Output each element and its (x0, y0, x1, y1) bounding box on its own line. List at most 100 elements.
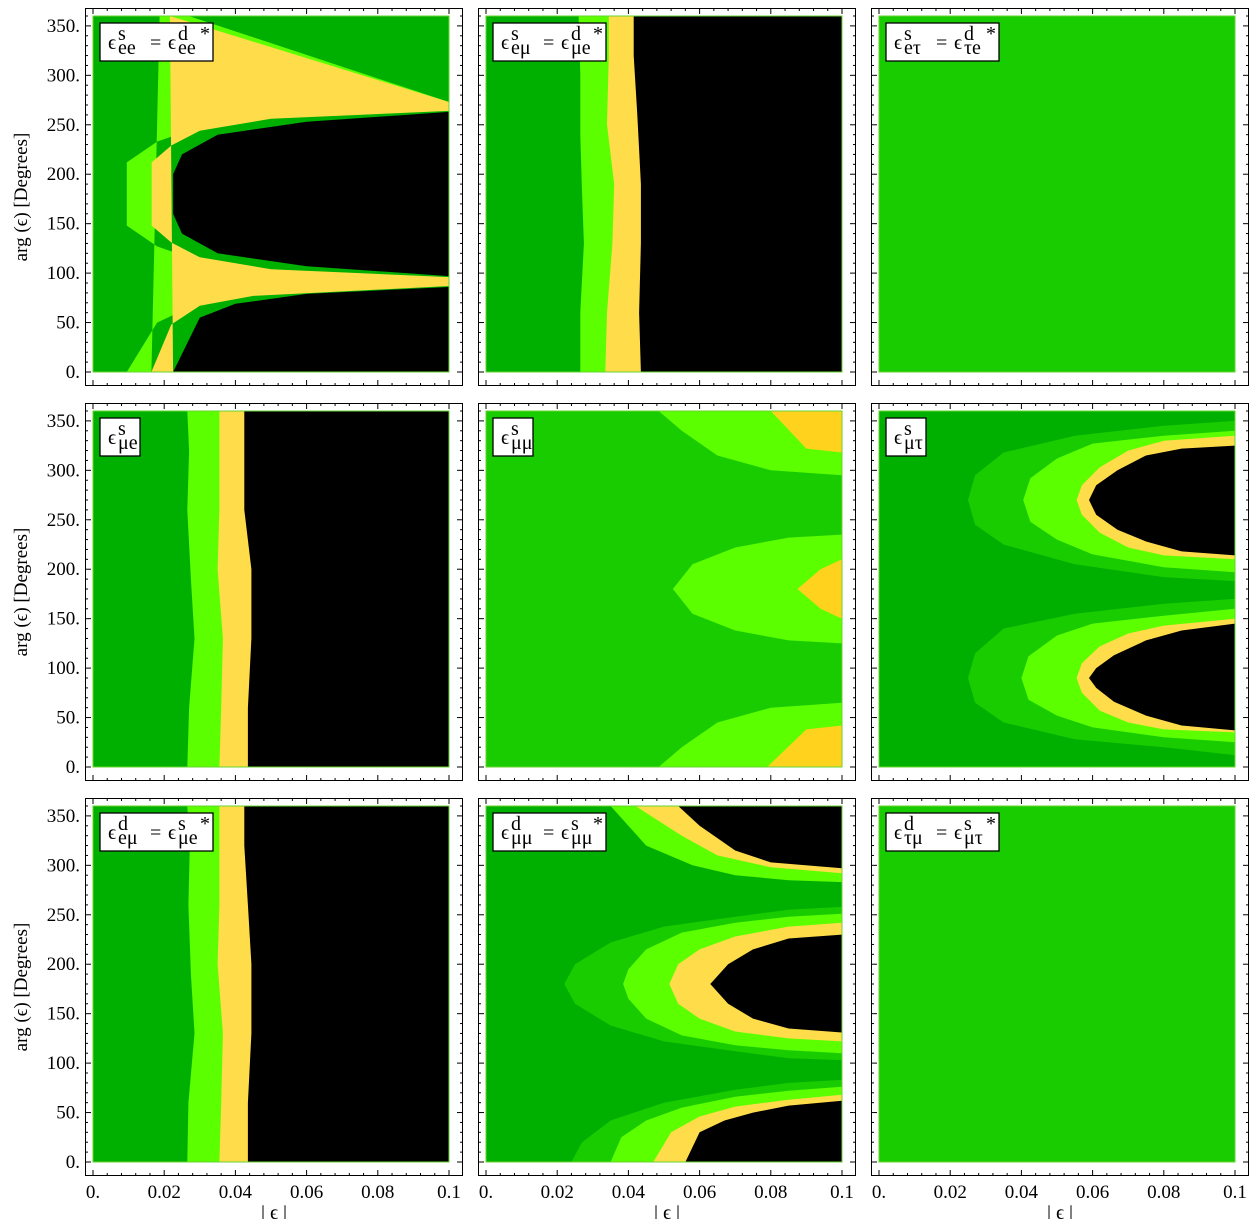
x-tick-label: 0.02 (148, 1182, 181, 1203)
y-tick-label: 350. (47, 806, 80, 827)
epsilon-symbol: ϵ (108, 32, 116, 54)
y-axis-label: arg (ϵ) [Degrees] (11, 133, 32, 262)
label-superscript: d (511, 813, 521, 835)
x-tick-label: 0.1 (830, 1182, 854, 1203)
conjugate-star: * (200, 23, 210, 45)
x-tick-label: 0.06 (683, 1182, 716, 1203)
panel-mumu_d: 0. 0.02 0.04 0.06 0.08 0.1| ϵ |ϵ dμμ = ϵ sμμ* (478, 798, 856, 1219)
equals-sign: = (150, 32, 161, 54)
y-tick-label: 250. (47, 510, 80, 531)
x-tick-label: 0.08 (1147, 1182, 1180, 1203)
label-superscript: s (511, 23, 519, 45)
epsilon-symbol: ϵ (168, 822, 176, 844)
equals-sign: = (543, 822, 554, 844)
plot-border (485, 15, 843, 373)
panel-frame (478, 8, 856, 386)
axis-ticks (85, 403, 463, 781)
contour-region-orange (767, 725, 842, 767)
label-subscript: eτ (904, 37, 921, 59)
contour-region-orange (797, 559, 842, 619)
y-tick-label: 0. (66, 362, 80, 383)
plot-border (485, 805, 843, 1163)
axis-ticks (85, 798, 463, 1176)
axis-ticks (871, 8, 1249, 386)
contour-region-light (672, 534, 842, 644)
x-tick-label: 0.08 (361, 1182, 394, 1203)
y-tick-label: 350. (47, 411, 80, 432)
label-subscript: eμ (511, 37, 531, 59)
y-axis-label: arg (ϵ) [Degrees] (11, 528, 32, 657)
y-tick-label: 150. (47, 609, 80, 630)
panel-label-box: ϵ sμμ (492, 417, 534, 457)
epsilon-symbol: ϵ (501, 32, 509, 54)
panel-ee: 0. 50. 100. 150. 200. 250. 300. 350. arg (ϵ) [De… (11, 8, 463, 386)
panel-label-box: ϵ sμe (99, 417, 141, 457)
plot-border (878, 410, 1236, 768)
panel-emu: ϵ seμ = ϵ dμe* (478, 8, 856, 386)
plot-border (878, 15, 1236, 373)
x-tick-label: 0. (86, 1182, 100, 1203)
axis-ticks (478, 798, 856, 1176)
contour-region-white (1089, 623, 1235, 731)
panel-frame (478, 403, 856, 781)
epsilon-symbol: ϵ (168, 32, 176, 54)
epsilon-symbol: ϵ (894, 427, 902, 449)
y-tick-label: 100. (47, 1053, 80, 1074)
x-tick-label: 0.08 (754, 1182, 787, 1203)
panel-etau: ϵ seτ = ϵ dτe* (871, 8, 1249, 386)
conjugate-star: * (986, 813, 996, 835)
globes-watermark: GLoBES (392, 353, 439, 367)
plot-border (92, 805, 450, 1163)
contour-region-white (633, 16, 842, 372)
panel-mutau: ϵ sμτ (871, 403, 1249, 781)
epsilon-symbol: ϵ (108, 822, 116, 844)
plot-border (485, 410, 843, 768)
y-tick-label: 100. (47, 263, 80, 284)
x-tick-label: 0.02 (934, 1182, 967, 1203)
contour-region-white (1089, 445, 1235, 556)
panel-label-box: ϵ seτ = ϵ dτe* (885, 22, 1000, 62)
y-tick-label: 350. (47, 16, 80, 37)
label-subscript: μe (178, 827, 198, 849)
equals-sign: = (543, 32, 554, 54)
label-subscript: μμ (571, 827, 592, 849)
contour-region-white (685, 934, 842, 1162)
epsilon-symbol: ϵ (501, 427, 509, 449)
panel-frame (871, 8, 1249, 386)
epsilon-symbol: ϵ (561, 822, 569, 844)
x-tick-label: 0.04 (219, 1182, 253, 1203)
label-superscript: s (178, 813, 186, 835)
contour-region-orange (770, 411, 842, 453)
epsilon-symbol: ϵ (954, 822, 962, 844)
y-tick-label: 200. (47, 954, 80, 975)
y-tick-label: 300. (47, 855, 80, 876)
label-subscript: μτ (904, 432, 923, 454)
axis-ticks (871, 403, 1249, 781)
label-subscript: μe (571, 37, 591, 59)
y-tick-label: 300. (47, 460, 80, 481)
plot-border (878, 805, 1236, 1163)
panel-label-box: ϵ dτμ = ϵ sμτ* (885, 812, 1000, 852)
y-tick-label: 150. (47, 1004, 80, 1025)
panel-frame (85, 403, 463, 781)
plot-border (92, 410, 450, 768)
y-tick-label: 250. (47, 905, 80, 926)
panel-label-box: ϵ deμ = ϵ sμe* (99, 812, 214, 852)
axis-ticks (871, 798, 1249, 1176)
x-tick-label: 0.04 (612, 1182, 646, 1203)
epsilon-symbol: ϵ (894, 32, 902, 54)
panel-frame (871, 403, 1249, 781)
panel-frame (85, 8, 463, 386)
x-tick-label: 0.06 (1076, 1182, 1109, 1203)
panel-emu_d: 0. 50. 100. 150. 200. 250. 300. 350. arg (ϵ) [De… (11, 798, 463, 1219)
axis-ticks (478, 8, 856, 386)
conjugate-star: * (593, 813, 603, 835)
contour-region-yellow (151, 16, 449, 372)
y-tick-label: 250. (47, 115, 80, 136)
epsilon-symbol: ϵ (894, 822, 902, 844)
label-superscript: d (571, 23, 581, 45)
panel-label-box: ϵ see = ϵ dee* (99, 22, 214, 62)
x-tick-label: 0.06 (290, 1182, 323, 1203)
equals-sign: = (150, 822, 161, 844)
plot-border (92, 15, 450, 373)
